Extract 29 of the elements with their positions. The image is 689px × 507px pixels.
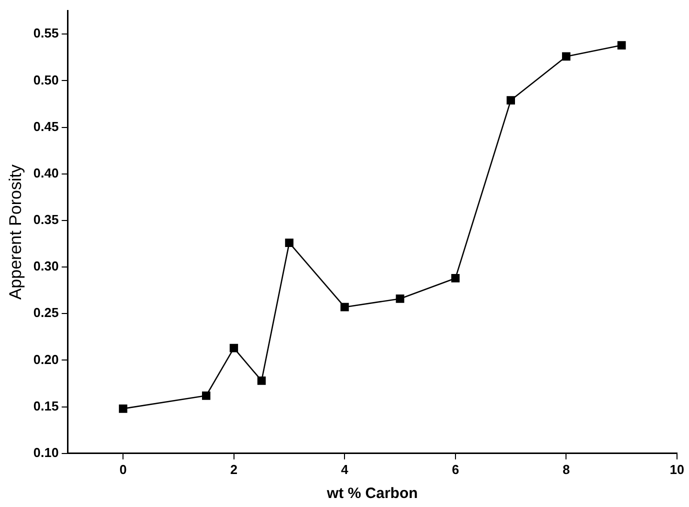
- y-tick-label: 0.25: [33, 305, 59, 320]
- point: [230, 344, 238, 352]
- point: [396, 294, 404, 303]
- x-tick-label: 0: [119, 462, 127, 477]
- y-tick-label: 0.50: [33, 72, 59, 88]
- point: [506, 96, 516, 104]
- y-axis-title: Apperent Porosity: [6, 164, 25, 300]
- y-tick-label: 0.40: [33, 165, 59, 180]
- x-tick-label: 4: [341, 462, 350, 477]
- point: [202, 391, 210, 400]
- y-tick-label: 0.45: [33, 118, 59, 134]
- point: [257, 376, 266, 385]
- y-tick-label: 0.20: [33, 352, 59, 367]
- x-tick-label: 2: [230, 462, 238, 477]
- y-tick-label: 0.55: [33, 26, 59, 41]
- x-tick-label: 10: [670, 462, 684, 477]
- x-tick-label: 8: [562, 462, 570, 477]
- point: [285, 238, 294, 247]
- x-tick-label: 6: [452, 462, 460, 477]
- point: [617, 41, 626, 50]
- y-tick-label: 0.10: [33, 444, 59, 460]
- point: [340, 302, 349, 312]
- point: [562, 52, 570, 61]
- point: [451, 274, 460, 282]
- point: [118, 404, 128, 413]
- y-tick-label: 0.15: [33, 398, 59, 414]
- x-axis-title: wt % Carbon: [326, 485, 418, 502]
- y-tick-label: 0.35: [33, 212, 59, 228]
- y-tick-label: 0.30: [33, 258, 59, 274]
